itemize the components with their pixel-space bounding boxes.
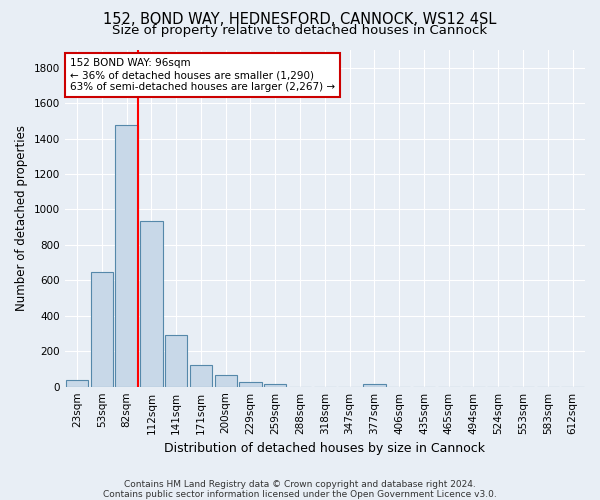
Y-axis label: Number of detached properties: Number of detached properties (15, 126, 28, 312)
Bar (264, 384, 286, 386)
Bar (190, 364, 212, 386)
Bar (215, 375, 237, 386)
Text: 152, BOND WAY, HEDNESFORD, CANNOCK, WS12 4SL: 152, BOND WAY, HEDNESFORD, CANNOCK, WS12… (103, 12, 497, 28)
Bar (115, 126, 138, 386)
Bar (66, 380, 88, 386)
Text: Contains HM Land Registry data © Crown copyright and database right 2024.
Contai: Contains HM Land Registry data © Crown c… (103, 480, 497, 499)
Text: Size of property relative to detached houses in Cannock: Size of property relative to detached ho… (112, 24, 488, 37)
Bar (363, 384, 386, 386)
X-axis label: Distribution of detached houses by size in Cannock: Distribution of detached houses by size … (164, 442, 485, 455)
Bar (140, 221, 163, 386)
Bar (165, 336, 187, 386)
Bar (91, 272, 113, 386)
Text: 152 BOND WAY: 96sqm
← 36% of detached houses are smaller (1,290)
63% of semi-det: 152 BOND WAY: 96sqm ← 36% of detached ho… (70, 58, 335, 92)
Bar (239, 382, 262, 386)
